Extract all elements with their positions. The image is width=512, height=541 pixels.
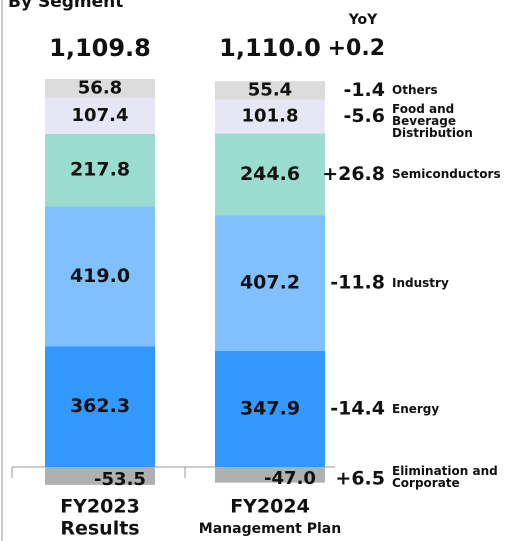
value-label: 107.4 [72, 105, 129, 126]
category-label: FY2023 [60, 496, 140, 518]
chart-title: By Segment [8, 0, 123, 12]
value-label: -53.5 [94, 469, 146, 490]
value-label: 419.0 [70, 265, 130, 287]
value-label: 217.8 [70, 159, 130, 181]
bar-segment [215, 467, 325, 483]
bar-segment [45, 133, 155, 207]
value-label: -47.0 [264, 468, 316, 489]
total-label: 1,109.8 [49, 34, 151, 62]
category-sublabel: Management Plan [199, 521, 341, 537]
series-name: Industry [392, 276, 449, 291]
series-name: Elimination and Corporate [392, 463, 498, 490]
value-label: 244.6 [240, 163, 300, 185]
total-label: 1,110.0 [219, 34, 321, 62]
value-label: 362.3 [70, 395, 130, 417]
value-label: 407.2 [240, 272, 300, 294]
value-label: 347.9 [240, 397, 300, 419]
bar-segment [215, 99, 325, 134]
value-label: 56.8 [78, 77, 122, 98]
bar-segment [215, 215, 325, 351]
bar-segment [45, 467, 155, 485]
series-name: Food and Beverage Distribution [392, 101, 473, 140]
series-name: Semiconductors [392, 167, 501, 182]
bar-segment [215, 133, 325, 216]
bar-segment [45, 206, 155, 347]
category-sublabel: Results [60, 518, 139, 540]
category-label: FY2024 [230, 496, 310, 518]
value-label: 101.8 [242, 106, 299, 127]
yoy-value: -5.6 [343, 105, 385, 127]
total-yoy: +0.2 [328, 36, 385, 61]
bar-segment [215, 350, 325, 467]
series-name: Others [392, 83, 438, 98]
bar-segment [45, 97, 155, 134]
yoy-value: -14.4 [330, 397, 385, 419]
bar-segment [45, 79, 155, 98]
value-label: 55.4 [248, 79, 292, 100]
series-name: Energy [392, 401, 440, 416]
yoy-value: -11.8 [330, 272, 385, 294]
bar-segment [45, 346, 155, 467]
yoy-value: -1.4 [343, 79, 385, 101]
yoy-title: YoY [348, 12, 378, 28]
bar-segment [215, 81, 325, 100]
yoy-value: +6.5 [335, 467, 385, 489]
yoy-value: +26.8 [322, 163, 385, 185]
